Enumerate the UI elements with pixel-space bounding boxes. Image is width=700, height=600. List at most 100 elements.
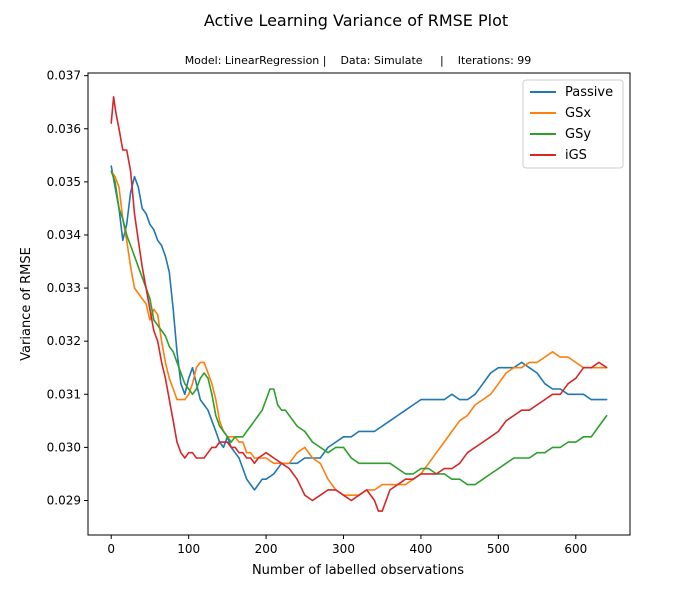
data-point-igs — [412, 478, 414, 480]
data-point-gsy — [358, 462, 360, 464]
data-point-gsy — [261, 409, 263, 411]
x-tick-label: 400 — [409, 542, 432, 556]
data-point-igs — [253, 462, 256, 464]
data-point-passive — [552, 388, 554, 390]
data-point-passive — [137, 186, 139, 188]
data-point-gsx — [207, 372, 209, 374]
data-point-gsy — [172, 351, 174, 353]
data-point-gsx — [536, 361, 538, 363]
data-point-passive — [222, 446, 225, 448]
data-point-passive — [250, 484, 252, 486]
data-point-igs — [451, 468, 453, 470]
data-point-gsy — [412, 473, 414, 475]
data-point-gsy — [497, 468, 499, 470]
data-point-gsx — [215, 399, 217, 401]
data-point-gsx — [246, 452, 248, 454]
data-point-gsx — [513, 367, 515, 369]
y-tick-label: 0.035 — [47, 175, 81, 189]
data-point-passive — [157, 239, 159, 241]
data-point-gsx — [296, 452, 298, 454]
y-tick-label: 0.030 — [47, 440, 81, 454]
data-point-passive — [544, 383, 546, 385]
y-tick-label: 0.031 — [47, 387, 81, 401]
data-point-gsy — [335, 446, 337, 448]
data-point-igs — [474, 446, 476, 448]
data-point-igs — [544, 399, 546, 401]
data-point-gsy — [327, 452, 329, 454]
data-point-igs — [207, 452, 209, 454]
data-point-gsy — [606, 414, 608, 417]
data-point-gsx — [304, 446, 306, 448]
data-point-igs — [459, 462, 461, 464]
data-point-passive — [238, 457, 240, 459]
data-point-passive — [296, 462, 298, 464]
data-point-gsy — [114, 181, 116, 183]
data-point-igs — [366, 489, 368, 491]
data-point-igs — [211, 446, 213, 448]
data-point-passive — [215, 430, 217, 432]
data-point-gsy — [126, 234, 128, 236]
data-point-gsx — [168, 377, 170, 379]
data-point-passive — [203, 404, 205, 406]
data-point-passive — [180, 383, 182, 385]
data-point-igs — [110, 122, 112, 124]
data-point-gsx — [327, 478, 329, 480]
data-point-igs — [327, 489, 329, 491]
data-point-gsx — [528, 361, 530, 363]
data-point-passive — [335, 441, 337, 443]
data-point-igs — [141, 266, 143, 268]
data-point-igs — [191, 452, 194, 454]
data-point-gsx — [544, 356, 546, 358]
data-point-gsy — [544, 452, 546, 454]
data-point-passive — [451, 393, 453, 395]
data-point-igs — [443, 468, 445, 470]
data-point-gsx — [459, 420, 461, 422]
data-point-gsy — [296, 425, 298, 427]
data-point-gsy — [575, 441, 577, 443]
series-igs — [110, 96, 608, 512]
y-tick-label: 0.034 — [47, 228, 81, 242]
data-point-gsy — [265, 399, 267, 401]
data-point-igs — [281, 462, 283, 464]
data-point-igs — [222, 441, 225, 443]
data-point-gsy — [222, 430, 225, 432]
data-point-gsx — [242, 441, 244, 443]
data-point-igs — [242, 452, 244, 454]
data-point-gsy — [269, 388, 271, 390]
data-point-gsy — [199, 377, 201, 379]
data-point-gsx — [575, 361, 577, 363]
data-point-igs — [113, 96, 115, 98]
data-point-passive — [342, 436, 345, 438]
data-point-igs — [319, 494, 321, 496]
data-point-gsy — [133, 255, 136, 257]
data-point-igs — [122, 149, 124, 151]
data-point-gsx — [428, 462, 430, 464]
data-point-gsx — [133, 287, 136, 289]
legend-label-passive: Passive — [565, 85, 613, 100]
data-point-gsx — [180, 399, 182, 401]
data-point-passive — [404, 409, 407, 411]
data-point-passive — [482, 383, 484, 385]
data-point-igs — [219, 441, 221, 443]
data-point-igs — [288, 468, 290, 470]
data-point-igs — [490, 436, 492, 438]
data-point-gsy — [168, 345, 170, 348]
data-point-gsy — [404, 473, 407, 475]
data-point-gsy — [381, 462, 383, 464]
data-point-gsy — [257, 414, 259, 417]
data-point-passive — [466, 399, 468, 401]
legend-label-igs: iGS — [565, 148, 587, 163]
data-point-igs — [435, 473, 437, 475]
data-point-igs — [559, 393, 561, 395]
data-point-igs — [188, 452, 190, 454]
data-point-gsy — [528, 457, 530, 459]
data-point-gsy — [552, 446, 554, 448]
data-point-gsy — [234, 436, 236, 438]
data-point-gsx — [203, 361, 205, 363]
data-point-gsy — [250, 425, 252, 427]
data-point-gsy — [157, 324, 159, 326]
data-point-gsy — [161, 330, 163, 332]
x-tick-label: 100 — [177, 542, 200, 556]
x-tick-label: 500 — [487, 542, 510, 556]
data-point-gsx — [176, 399, 178, 401]
